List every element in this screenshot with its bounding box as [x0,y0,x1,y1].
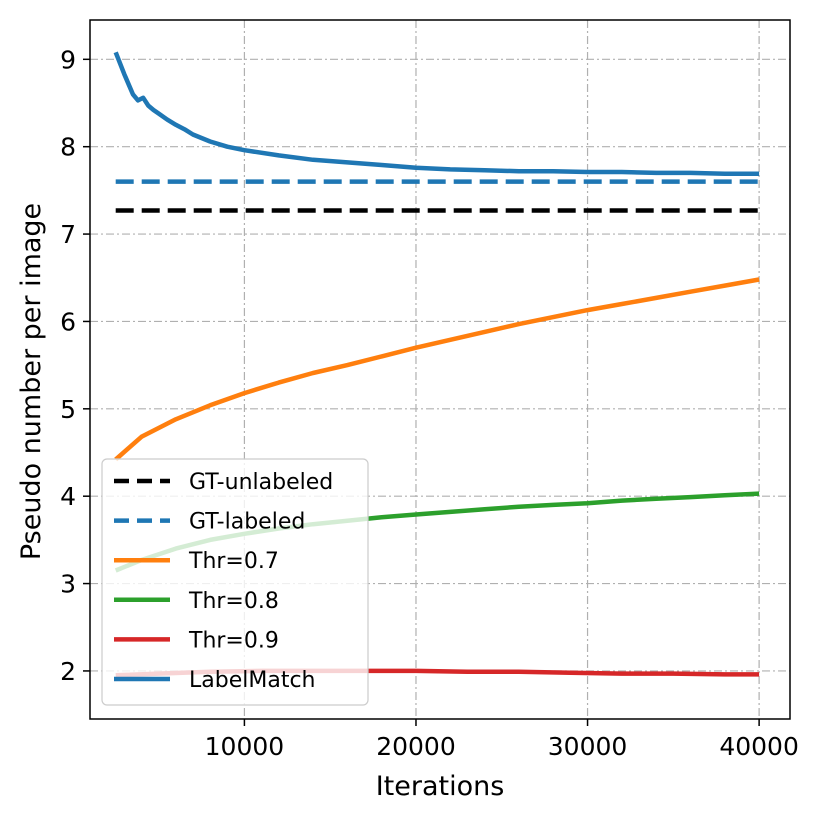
y-tick-label: 3 [60,570,76,599]
legend-label-labelmatch: LabelMatch [189,668,315,693]
grid-layer [90,20,790,719]
x-axis-label: Iterations [376,771,505,802]
series-line-thr-0-7 [114,277,760,462]
legend-label-gt-labeled: GT-labeled [189,510,305,535]
legend-label-thr-0-8: Thr=0.8 [188,589,279,614]
x-tick-label: 10000 [205,732,285,761]
series-line-labelmatch [113,51,760,177]
plot-frame [89,19,791,720]
y-tick-label: 8 [60,133,76,162]
y-tick-label: 7 [60,220,76,249]
x-tick-label: 40000 [719,732,799,761]
y-tick-label: 9 [60,45,76,74]
legend-label-thr-0-7: Thr=0.7 [188,549,279,574]
x-tick-label: 30000 [548,732,628,761]
legend-label-thr-0-9: Thr=0.9 [188,628,279,653]
y-tick-label: 4 [60,482,76,511]
tick-layer: 10000 20000 30000 40000 2 3 4 5 6 7 8 9 [60,45,799,761]
y-tick-label: 2 [60,657,76,686]
x-tick-label: 20000 [376,732,456,761]
y-tick-label: 6 [60,307,76,336]
legend-label-gt-unlabeled: GT-unlabeled [189,470,333,495]
y-axis-label: Pseudo number per image [16,203,47,560]
y-tick-label: 5 [60,395,76,424]
legend: GT-unlabeled GT-labeled Thr=0.7 Thr=0.8 Thr=… [101,458,369,706]
